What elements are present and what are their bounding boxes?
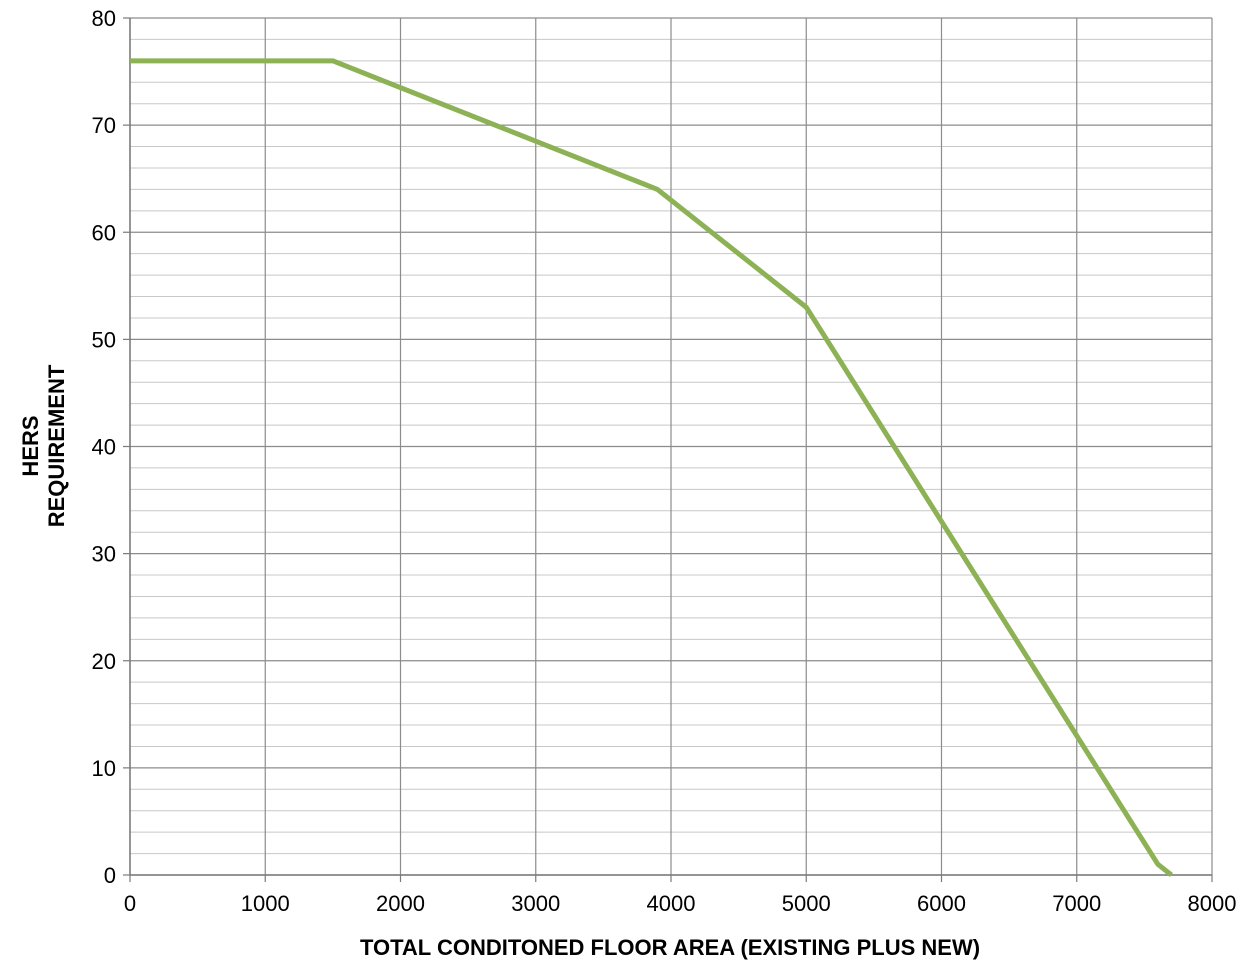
x-tick-label: 6000	[917, 891, 966, 916]
y-axis-title: HERS REQUIREMENT	[18, 364, 69, 527]
y-tick-label: 80	[92, 6, 116, 31]
x-tick-label: 1000	[241, 891, 290, 916]
x-tick-label: 2000	[376, 891, 425, 916]
series-layer	[129, 58, 1173, 877]
axes	[123, 17, 1213, 882]
series-line	[130, 58, 1173, 877]
x-axis-title: TOTAL CONDITONED FLOOR AREA (EXISTING PL…	[360, 935, 980, 960]
y-tick-label: 60	[92, 220, 116, 245]
y-tick-label: 20	[92, 649, 116, 674]
y-axis-title-line-1: HERS	[18, 415, 43, 476]
x-tick-label: 8000	[1188, 891, 1237, 916]
y-tick-label: 40	[92, 435, 116, 460]
y-tick-label: 0	[104, 863, 116, 888]
y-tick-label: 30	[92, 542, 116, 567]
x-tick-label: 3000	[511, 891, 560, 916]
y-tick-label: 50	[92, 327, 116, 352]
x-tick-label: 5000	[782, 891, 831, 916]
y-tick-label: 70	[92, 113, 116, 138]
y-tick-label: 10	[92, 756, 116, 781]
y-tick-labels: 0 10 20 30 40 50 60 70 80	[92, 6, 116, 888]
y-axis-title-line-2: REQUIREMENT	[44, 364, 69, 527]
x-tick-label: 4000	[647, 891, 696, 916]
x-tick-label: 0	[124, 891, 136, 916]
x-tick-labels: 0 1000 2000 3000 4000 5000 6000 7000 8000	[124, 891, 1237, 916]
x-tick-label: 7000	[1052, 891, 1101, 916]
